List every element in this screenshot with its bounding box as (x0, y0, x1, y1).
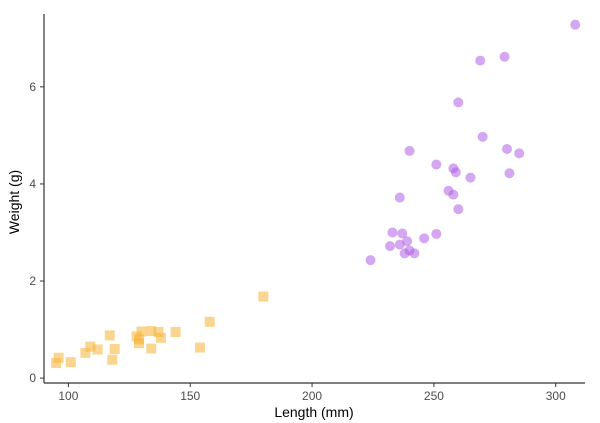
square-point (80, 347, 91, 358)
x-tick-label: 250 (424, 389, 444, 403)
circle-point (477, 131, 488, 142)
y-axis-ticks: 0 2 4 6 (29, 80, 44, 385)
square-point (170, 327, 181, 338)
square-point (155, 332, 166, 343)
square-point (194, 342, 205, 353)
circle-point (431, 159, 442, 170)
circle-point (394, 192, 405, 203)
circle-point (365, 255, 376, 266)
circle-point (453, 97, 464, 108)
square-point (136, 326, 147, 337)
circle-point (450, 167, 461, 178)
data-points (51, 19, 581, 369)
y-tick-label: 2 (29, 274, 36, 288)
x-tick-label: 200 (302, 389, 322, 403)
circle-point (465, 172, 476, 183)
square-point (53, 352, 64, 363)
y-axis-title: Weight (g) (6, 170, 22, 234)
x-tick-label: 300 (546, 389, 566, 403)
x-axis-ticks: 100 150 200 250 300 (58, 383, 566, 403)
circle-point (514, 148, 525, 159)
circle-point (504, 168, 515, 179)
circle-point (431, 228, 442, 239)
circle-point (397, 228, 408, 239)
circle-point (385, 241, 396, 252)
square-point (134, 334, 145, 345)
x-axis-title: Length (mm) (274, 404, 353, 420)
circle-point (570, 19, 581, 30)
circle-point (448, 189, 459, 200)
circle-point (499, 51, 510, 62)
square-point (65, 357, 76, 368)
square-point (51, 358, 62, 369)
square-point (85, 341, 96, 352)
y-tick-label: 4 (29, 177, 36, 191)
square-point (146, 343, 157, 354)
square-point (204, 316, 215, 327)
plot-area: 100 150 200 250 300 0 2 4 6 (29, 14, 585, 403)
x-tick-label: 100 (58, 389, 78, 403)
circle-point (404, 145, 415, 156)
x-tick-label: 150 (180, 389, 200, 403)
circle-point (475, 55, 486, 66)
circle-point (419, 233, 430, 244)
square-point (104, 330, 115, 341)
y-tick-label: 6 (29, 80, 36, 94)
y-tick-label: 0 (29, 371, 36, 385)
circle-point (453, 204, 464, 215)
circle-point (387, 227, 398, 238)
circle-point (402, 236, 413, 247)
square-point (109, 344, 120, 355)
circle-point (409, 248, 420, 259)
square-point (92, 344, 103, 355)
square-point (258, 291, 269, 302)
square-point (153, 327, 164, 338)
square-point (146, 326, 157, 337)
circle-point (502, 143, 513, 154)
square-point (107, 354, 118, 365)
